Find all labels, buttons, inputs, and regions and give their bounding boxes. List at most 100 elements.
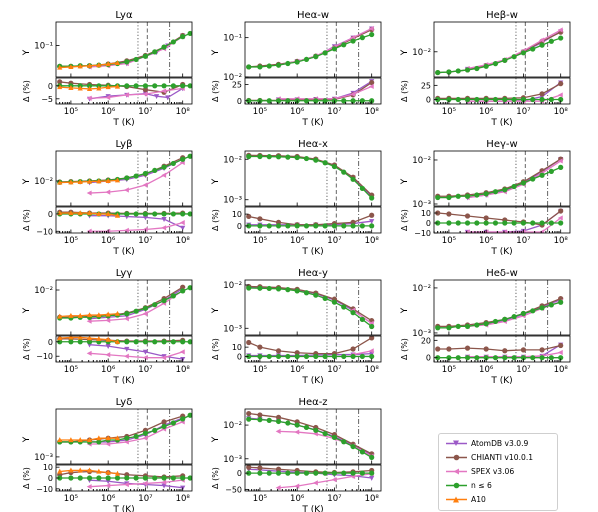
data-point — [133, 308, 139, 314]
ratio-point — [369, 470, 375, 476]
ratio-point — [530, 220, 536, 226]
ratio-point — [96, 468, 102, 474]
data-point — [77, 312, 83, 318]
data-point — [105, 189, 111, 195]
data-point — [492, 61, 499, 67]
ratio-point — [161, 88, 167, 94]
ratio-point — [558, 208, 564, 214]
axes-frame-top — [433, 150, 571, 207]
ratio-point — [68, 210, 74, 216]
ratio-point — [275, 223, 282, 229]
ratio-point — [294, 353, 300, 360]
data-point — [483, 321, 489, 327]
data-point — [246, 285, 252, 291]
data-point — [303, 290, 310, 296]
data-point — [105, 61, 111, 67]
panel-title: Heδ-w — [486, 268, 518, 279]
y-axis-label: Y — [400, 307, 410, 314]
y-tick-label: 10⁻³ — [34, 453, 53, 463]
data-point — [246, 153, 252, 160]
ratio-point — [57, 84, 63, 90]
data-point — [124, 59, 130, 65]
data-point — [96, 178, 102, 184]
series-group-top — [246, 410, 375, 460]
ratio-line — [89, 351, 183, 359]
ratio-point — [369, 353, 375, 360]
x-tick-label: 10⁵ — [64, 494, 78, 504]
data-point — [257, 64, 263, 70]
series-group-ratio — [57, 467, 192, 491]
axes-frame-ratio — [55, 77, 193, 105]
data-point — [520, 50, 527, 56]
data-point — [77, 437, 83, 443]
data-point — [359, 449, 365, 455]
panel-title: Heα-x — [298, 139, 328, 150]
ratio-point — [557, 215, 563, 221]
series-line — [278, 28, 372, 66]
data-point — [275, 286, 282, 292]
ratio-point — [435, 220, 441, 226]
ratio-point — [313, 223, 319, 229]
ratio-point — [539, 355, 545, 361]
x-tick-label: 10⁶ — [479, 107, 494, 117]
data-point — [105, 435, 111, 441]
y-tick-label: 10⁻³ — [412, 329, 431, 339]
ratio-point — [105, 352, 111, 358]
ratio-point — [180, 475, 186, 481]
ratio-point — [369, 223, 375, 229]
y-tick-label: 10⁻² — [223, 421, 242, 431]
data-point — [331, 299, 338, 305]
ratio-point — [123, 227, 129, 233]
series-line — [248, 412, 372, 455]
ratio-point — [257, 344, 263, 350]
ratio-point — [133, 475, 139, 481]
axes-frame-top — [244, 408, 382, 465]
x-tick-label: 10⁶ — [101, 236, 116, 246]
ratio-tick-label: −10 — [36, 485, 53, 494]
ratio-point — [68, 467, 74, 473]
ratio-axis-label: Δ (%) — [400, 209, 409, 231]
x-tick-label: 10⁸ — [554, 365, 569, 375]
ratio-point — [446, 211, 452, 217]
ratio-point — [96, 85, 102, 91]
data-point — [170, 39, 176, 45]
x-tick-label: 10⁸ — [176, 494, 191, 504]
ratio-point — [86, 95, 92, 101]
data-point — [350, 176, 356, 182]
axes-frame-top — [244, 279, 382, 336]
ratio-point — [350, 91, 356, 97]
series-group-ratio — [57, 209, 192, 233]
y-tick-label: 10⁻² — [34, 286, 53, 296]
ratio-point — [161, 355, 167, 361]
ratio-point — [285, 353, 291, 360]
data-point — [511, 54, 517, 60]
panel-0: Lyα 10⁵ 10⁶ 10⁷ 10⁸ T (K) 10⁻¹Y 0 −5 Δ (%) — [22, 10, 193, 128]
data-point — [105, 317, 111, 323]
ratio-point — [303, 223, 310, 229]
data-point — [123, 187, 129, 193]
ratio-tick-label: 20 — [421, 336, 431, 345]
series-line — [467, 158, 562, 199]
data-point — [266, 417, 272, 423]
data-point — [105, 311, 111, 317]
ratio-point — [483, 215, 489, 221]
ratio-point — [86, 467, 93, 473]
y-tick-label: 10⁻³ — [223, 324, 242, 334]
data-point — [246, 416, 252, 422]
ratio-point — [530, 96, 536, 103]
ratio-point — [86, 484, 92, 490]
ratio-point — [77, 475, 83, 481]
ratio-point — [246, 470, 252, 476]
panel-title: Lyβ — [116, 139, 133, 150]
series-group-ratio — [246, 336, 375, 360]
ratio-point — [511, 355, 517, 361]
series-line — [248, 417, 372, 456]
data-point — [68, 179, 74, 185]
ratio-point — [142, 480, 148, 487]
ratio-tick-label: 0 — [48, 82, 53, 91]
data-point — [257, 417, 263, 423]
ratio-point — [187, 83, 192, 89]
series-line — [467, 160, 562, 199]
panel-2: Heβ-w 10⁵ 10⁶ 10⁷ 10⁸ T (K) 10⁻²Y 25 0 Δ (%) — [400, 10, 571, 128]
ratio-point — [557, 92, 563, 98]
